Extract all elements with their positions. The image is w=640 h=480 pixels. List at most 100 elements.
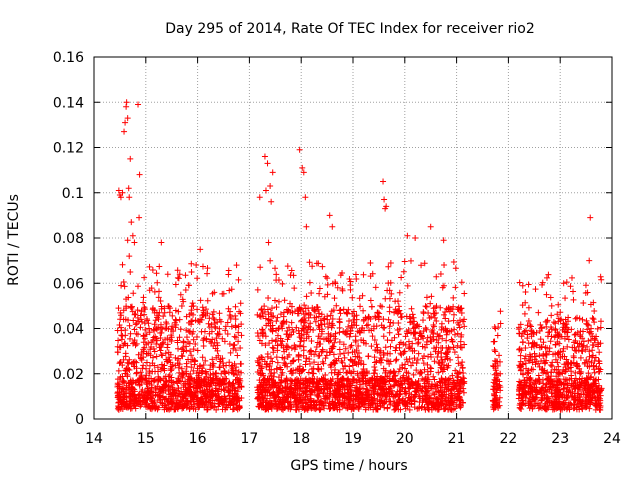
data-point	[161, 402, 168, 409]
data-point	[284, 263, 291, 270]
data-point	[230, 345, 237, 352]
data-point	[450, 344, 457, 351]
data-point	[192, 340, 199, 347]
data-point	[549, 359, 556, 366]
data-point	[157, 347, 164, 354]
data-point	[430, 330, 437, 337]
data-point	[202, 357, 209, 364]
data-point	[590, 316, 597, 323]
data-point	[176, 390, 183, 397]
data-point	[185, 328, 192, 335]
data-point	[118, 282, 125, 289]
data-point	[545, 271, 552, 278]
data-point	[138, 401, 145, 408]
data-point	[159, 340, 166, 347]
data-point	[437, 270, 444, 277]
data-point	[264, 351, 271, 358]
data-point	[146, 263, 153, 270]
data-point	[142, 392, 149, 399]
data-point	[196, 363, 203, 370]
data-point	[115, 403, 122, 410]
x-tick-labels: 14 15 16 17 18 19 20 21 22 23 24	[85, 431, 621, 447]
data-point	[232, 322, 239, 329]
data-point	[216, 310, 223, 317]
data-point	[535, 405, 542, 412]
data-point	[191, 357, 198, 364]
data-point	[128, 304, 135, 311]
data-point	[299, 164, 306, 171]
data-point	[122, 316, 129, 323]
data-point	[209, 356, 216, 363]
data-point	[372, 284, 379, 291]
data-point	[116, 322, 123, 329]
data-point	[535, 309, 542, 316]
data-point	[159, 352, 166, 359]
data-point	[233, 364, 240, 371]
data-point	[142, 326, 149, 333]
data-point	[190, 367, 197, 374]
data-point	[127, 377, 134, 384]
data-point	[131, 326, 138, 333]
data-point	[156, 375, 163, 382]
data-point	[381, 196, 388, 203]
data-point	[400, 268, 407, 275]
data-point	[352, 271, 359, 278]
data-point	[492, 325, 499, 332]
data-point	[420, 317, 427, 324]
data-point	[386, 308, 393, 315]
data-point	[194, 306, 201, 313]
data-point	[365, 353, 372, 360]
data-point	[217, 356, 224, 363]
data-point	[158, 387, 165, 394]
data-point	[458, 279, 465, 286]
data-point	[180, 339, 187, 346]
data-point	[131, 311, 138, 318]
data-point	[160, 339, 167, 346]
data-point	[160, 375, 167, 382]
x-tick-label: 17	[240, 431, 258, 447]
data-point	[235, 323, 242, 330]
data-point	[594, 325, 601, 332]
data-point	[319, 263, 326, 270]
data-point	[115, 367, 122, 374]
data-point	[123, 365, 130, 372]
data-point	[182, 272, 189, 279]
data-point	[313, 343, 320, 350]
data-point	[114, 392, 121, 399]
data-point	[217, 318, 224, 325]
data-point	[137, 324, 144, 331]
data-point	[221, 402, 228, 409]
data-point	[148, 339, 155, 346]
data-point	[183, 334, 190, 341]
data-point	[491, 346, 498, 353]
data-point	[178, 365, 185, 372]
data-point	[126, 403, 133, 410]
data-point	[196, 319, 203, 326]
data-point	[178, 302, 185, 309]
data-point	[127, 330, 134, 337]
data-point	[186, 377, 193, 384]
data-point	[273, 271, 280, 278]
data-point	[411, 329, 418, 336]
data-point	[119, 394, 126, 401]
data-point	[231, 342, 238, 349]
data-point	[178, 352, 185, 359]
data-point	[518, 406, 525, 413]
x-tick-label: 20	[396, 431, 414, 447]
data-point	[157, 321, 164, 328]
data-point	[393, 356, 400, 363]
data-point	[125, 365, 132, 372]
data-point	[568, 274, 575, 281]
data-point	[315, 260, 322, 267]
data-point	[218, 370, 225, 377]
data-point	[125, 380, 132, 387]
data-point	[306, 279, 313, 286]
data-point	[120, 279, 127, 286]
data-point	[140, 299, 147, 306]
data-point	[175, 355, 182, 362]
data-point	[145, 320, 152, 327]
data-point	[525, 304, 532, 311]
data-point	[164, 398, 171, 404]
data-point	[308, 338, 315, 345]
